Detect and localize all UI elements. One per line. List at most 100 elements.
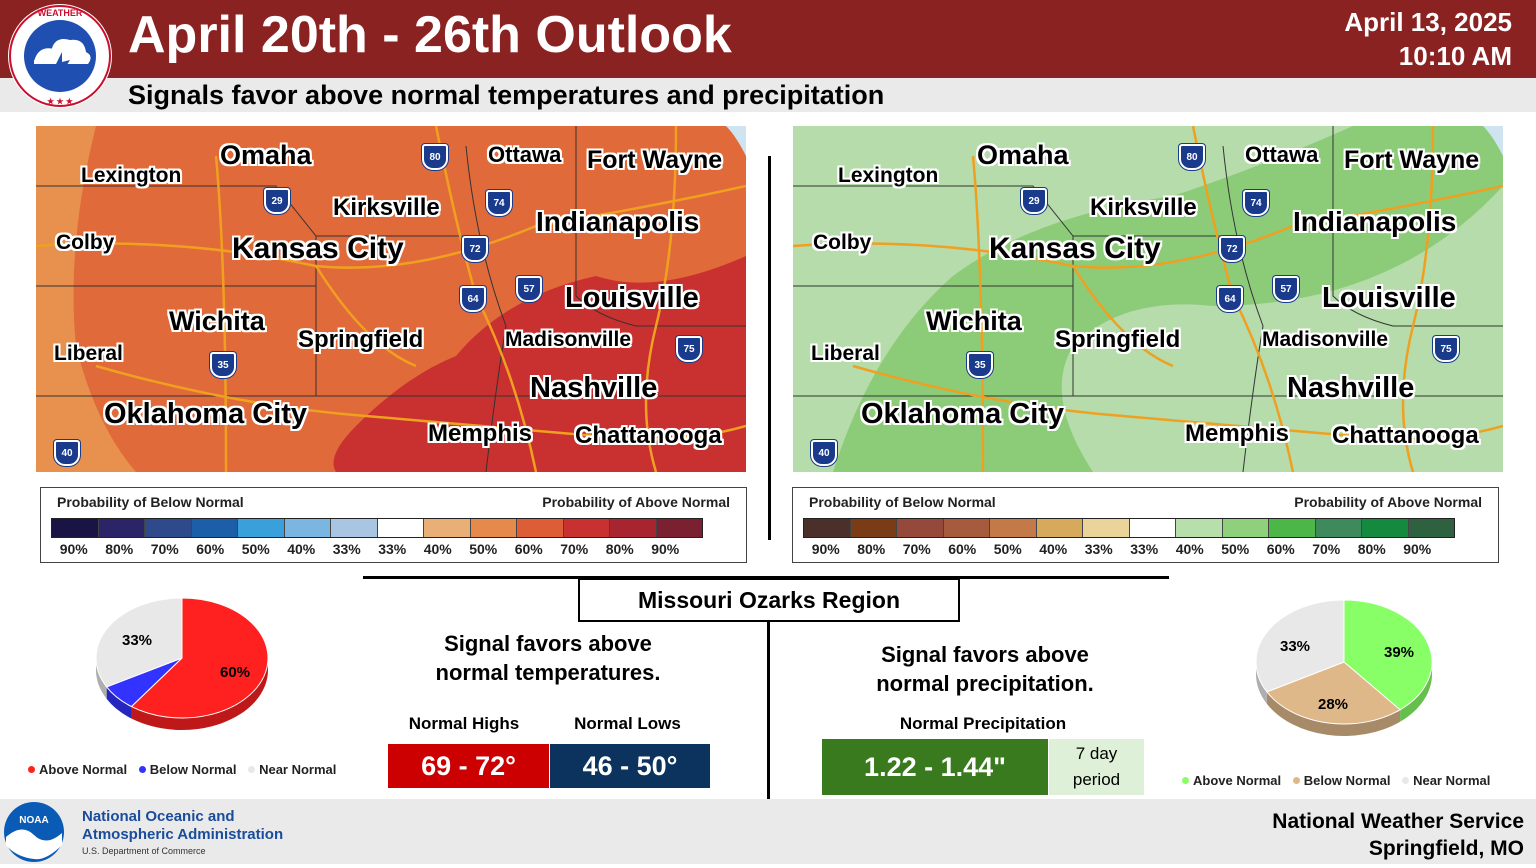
legend-below-label: Probability of Below Normal — [809, 494, 996, 510]
legend-tick-label: 70% — [1312, 541, 1341, 557]
legend-swatch — [850, 519, 897, 537]
legend-tick-label: 70% — [560, 541, 589, 557]
city-label: Louisville — [565, 282, 699, 314]
legend-swatch — [990, 519, 1037, 537]
interstate-shield-icon: 80 — [422, 144, 448, 170]
legend-item: Above Normal — [28, 762, 127, 777]
svg-text:WEATHER: WEATHER — [38, 8, 83, 18]
city-label: Fort Wayne — [587, 146, 723, 174]
interstate-shield-icon: 74 — [1243, 190, 1269, 216]
legend-swatch — [610, 519, 657, 537]
footer-bar — [0, 799, 1536, 864]
city-label: Colby — [56, 231, 115, 254]
city-label: Indianapolis — [1293, 206, 1457, 237]
city-label: Springfield — [298, 326, 424, 353]
city-label: Lexington — [838, 164, 939, 187]
legend-swatch — [517, 519, 564, 537]
precipitation-pie-legend: Above Normal Below Normal Near Normal — [1182, 773, 1490, 788]
city-label: Omaha — [977, 140, 1069, 170]
legend-item: Below Normal — [138, 762, 237, 777]
legend-tick-label: 50% — [1221, 541, 1250, 557]
legend-text: Near Normal — [1413, 773, 1491, 788]
legend-tick-label: 70% — [902, 541, 931, 557]
legend-text: Below Normal — [1303, 773, 1391, 788]
legend-swatch — [804, 519, 851, 537]
city-label: Indianapolis — [536, 206, 700, 237]
city-label: Nashville — [1287, 372, 1415, 404]
legend-swatch — [656, 519, 702, 537]
subheader-bar — [0, 78, 1536, 112]
legend-tick-label: 60% — [514, 541, 543, 557]
pie-slice — [130, 597, 269, 719]
legend-item: Near Normal — [248, 762, 336, 777]
noaa-logo: NOAA — [2, 801, 66, 863]
precipitation-pie-chart: 39% 28% 33% — [1248, 596, 1443, 751]
interstate-shield-icon: 40 — [811, 440, 837, 466]
noaa-name-line: Atmospheric Administration — [82, 826, 284, 843]
interstate-shield-icon: 75 — [676, 336, 702, 362]
legend-below-label: Probability of Below Normal — [57, 494, 244, 510]
legend-swatch — [1362, 519, 1409, 537]
precip-message-line: normal precipitation. — [876, 671, 1094, 696]
interstate-shield-icon: 57 — [1273, 276, 1299, 302]
office-line: Springfield, MO — [1368, 837, 1524, 860]
noaa-name: National Oceanic and Atmospheric Adminis… — [82, 808, 283, 858]
interstate-shield-icon: 64 — [460, 286, 486, 312]
pie-slice-side — [131, 658, 268, 730]
noaa-name-line: National Oceanic and — [82, 808, 235, 825]
temperature-pie-chart: 60% 33% — [90, 592, 280, 742]
city-label: Liberal — [811, 342, 880, 365]
precipitation-outlook-map: Omaha Ottawa Fort Wayne Lexington Kirksv… — [793, 126, 1503, 472]
legend-item: Near Normal — [1402, 773, 1490, 788]
pie-slice — [1255, 599, 1345, 693]
legend-tick-label: 40% — [423, 541, 452, 557]
legend-swatch — [98, 519, 145, 537]
legend-text: Below Normal — [149, 762, 237, 777]
legend-tick-label: 50% — [993, 541, 1022, 557]
city-label: Madisonville — [505, 328, 632, 351]
legend-item: Above Normal — [1182, 773, 1281, 788]
period-line: period — [1072, 770, 1121, 789]
city-label: Nashville — [530, 372, 658, 404]
legend-swatch — [377, 519, 424, 537]
city-label: Oklahoma City — [104, 398, 308, 430]
nws-logo: WEATHER ★ ★ ★ — [4, 2, 116, 110]
pie-label-above: 39% — [1384, 644, 1415, 661]
city-label: Chattanooga — [1332, 422, 1479, 449]
office-line: National Weather Service — [1272, 810, 1524, 833]
legend-tick-label: 60% — [948, 541, 977, 557]
city-label: Madisonville — [1262, 328, 1389, 351]
legend-tick-label: 80% — [605, 541, 634, 557]
legend-swatch — [1176, 519, 1223, 537]
temperature-pie-legend: Above Normal Below Normal Near Normal — [28, 762, 336, 777]
period-line: 7 day — [1075, 744, 1118, 763]
interstate-shield-icon: 57 — [516, 276, 542, 302]
normal-highs-label: Normal Highs — [408, 714, 520, 733]
red-dot-icon — [28, 766, 35, 773]
legend-ticks: 90% 80% 70% 60% 50% 40% 33% 33% 40% 50% 60% 70% 80% 9… — [803, 541, 1440, 557]
normal-precip-value: 1.22 - 1.44" — [822, 739, 1048, 795]
legend-tick-label: 70% — [150, 541, 179, 557]
temperature-outlook-map: Omaha Ottawa Fort Wayne Lexington Kirksv… — [36, 126, 746, 472]
legend-text: Above Normal — [1193, 773, 1282, 788]
legend-swatch — [563, 519, 610, 537]
legend-swatch — [145, 519, 192, 537]
legend-swatch — [943, 519, 990, 537]
page-title: April 20th - 26th Outlook — [128, 6, 732, 64]
pie-slice-side — [1256, 662, 1267, 704]
legend-tick-label: 80% — [857, 541, 886, 557]
pie-slice — [1266, 661, 1401, 725]
legend-color-bar — [51, 518, 703, 538]
legend-swatch — [238, 519, 285, 537]
legend-text: Above Normal — [39, 762, 128, 777]
page-subtitle: Signals favor above normal temperatures … — [128, 80, 885, 110]
legend-swatch — [284, 519, 331, 537]
precip-message-line: Signal favors above — [881, 642, 1089, 667]
city-label: Chattanooga — [575, 422, 722, 449]
blue-dot-icon — [138, 766, 146, 773]
interstate-shield-icon: 72 — [1219, 236, 1245, 262]
office-name: National Weather Service Springfield, MO — [1272, 808, 1524, 862]
legend-swatch — [1408, 519, 1454, 537]
legend-swatch — [1269, 519, 1316, 537]
legend-tick-label: 60% — [196, 541, 225, 557]
